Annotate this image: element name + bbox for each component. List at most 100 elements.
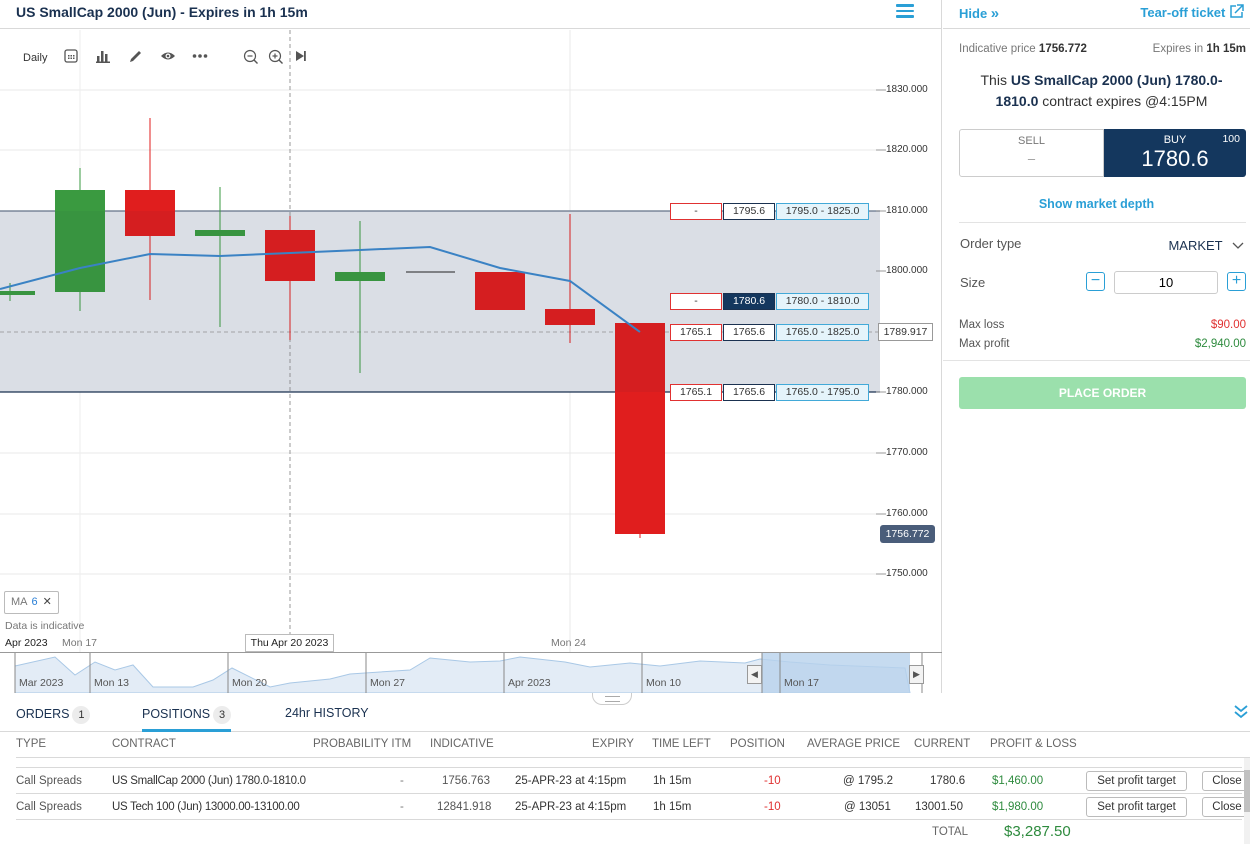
desc-post: contract expires @4:15PM [1042, 93, 1208, 109]
zoom-in-icon[interactable] [268, 49, 284, 65]
tab-orders[interactable]: ORDERS 1 [16, 706, 91, 732]
sell-buy-selector: SELL – BUY 1780.6 100 [959, 129, 1246, 177]
cell-contract: US SmallCap 2000 (Jun) 1780.0-1810.0 [112, 775, 306, 787]
sell-label: SELL [1018, 135, 1045, 147]
close-position-button[interactable]: Close [1202, 771, 1250, 791]
set-profit-target-button[interactable]: Set profit target [1086, 797, 1187, 817]
y-label: 1770.000 [886, 447, 928, 458]
x-label: Mon 24 [551, 637, 587, 649]
cell-average-price: @ 13051 [844, 801, 891, 813]
max-loss-row: Max loss $90.00 [959, 319, 1246, 331]
flag-buy[interactable]: 1765.6 [723, 324, 775, 341]
tab-24hr-history[interactable]: 24hr HISTORY [285, 706, 369, 732]
tab-label: ORDERS [16, 707, 70, 721]
flag-range[interactable]: 1765.0 - 1795.0 [776, 384, 869, 401]
positions-panel: ORDERS 1 POSITIONS 3 24hr HISTORY TYPE CON… [0, 700, 1250, 844]
expires-value: 1h 15m [1206, 43, 1246, 55]
total-label: TOTAL [932, 826, 968, 838]
collapse-panel-icon[interactable] [1234, 704, 1248, 723]
x-label-month: Apr 2023 [5, 637, 48, 649]
cell-probability: - [400, 775, 404, 787]
indicative-note: Data is indicative [5, 620, 85, 632]
skip-to-end-icon[interactable] [295, 49, 307, 63]
cell-expiry: 25-APR-23 at 4:15pm [515, 775, 627, 787]
size-increment-button[interactable]: + [1227, 272, 1246, 291]
flag-sell[interactable]: 1765.1 [670, 324, 722, 341]
more-icon[interactable] [192, 49, 208, 63]
flag-sell[interactable]: - [670, 293, 722, 310]
menu-icon[interactable] [896, 4, 914, 20]
close-icon[interactable]: ✕ [42, 596, 52, 608]
size-decrement-button[interactable]: − [1086, 272, 1105, 291]
bar-chart-icon[interactable] [96, 49, 110, 63]
buy-price: 1780.6 [1141, 146, 1209, 171]
max-profit-row: Max profit $2,940.00 [959, 338, 1246, 350]
cell-probability: - [400, 801, 404, 813]
flag-buy-selected[interactable]: 1780.6 [723, 293, 775, 310]
flag-range[interactable]: 1780.0 - 1810.0 [776, 293, 869, 310]
nav-label: Mon 20 [232, 677, 268, 689]
col-indicative: INDICATIVE [430, 738, 494, 750]
ma-line [0, 245, 641, 333]
double-chevron-right-icon: » [990, 5, 1000, 22]
cell-position: -10 [764, 801, 781, 813]
navigator-left-handle[interactable]: ◀ [747, 665, 762, 684]
table-row[interactable]: Call Spreads US Tech 100 (Jun) 13000.00-… [16, 794, 1250, 820]
tab-positions[interactable]: POSITIONS 3 [142, 706, 232, 732]
navigator-right-handle[interactable]: ▶ [909, 665, 924, 684]
flag-range[interactable]: 1795.0 - 1825.0 [776, 203, 869, 220]
close-position-button[interactable]: Close [1202, 797, 1250, 817]
size-label: Size [960, 275, 986, 290]
pencil-icon[interactable] [128, 49, 143, 64]
col-position: POSITION [730, 738, 785, 750]
zoom-out-icon[interactable] [243, 49, 259, 65]
external-link-icon [1230, 4, 1244, 18]
cell-pnl: $1,460.00 [992, 775, 1044, 787]
flag-buy[interactable]: 1765.6 [723, 384, 775, 401]
tear-off-ticket-button[interactable]: Tear-off ticket [1140, 4, 1244, 20]
eye-icon[interactable] [160, 49, 176, 63]
nav-label: Mon 10 [646, 677, 682, 689]
col-time-left: TIME LEFT [652, 738, 711, 750]
table-row-partial [16, 758, 1242, 768]
cell-time-left: 1h 15m [653, 801, 692, 813]
total-value: $3,287.50 [1004, 823, 1071, 840]
table-row[interactable]: Call Spreads US SmallCap 2000 (Jun) 1780… [16, 768, 1250, 794]
contract-description: This US SmallCap 2000 (Jun) 1780.0-1810.… [963, 70, 1240, 112]
expires-label: Expires in [1152, 43, 1204, 55]
panel-tabs: ORDERS 1 POSITIONS 3 24hr HISTORY [0, 700, 1250, 732]
hide-ticket-button[interactable]: Hide » [959, 5, 999, 22]
deal-ticket: Hide » Tear-off ticket Indicative price … [943, 0, 1250, 693]
chart-pane: US SmallCap 2000 (Jun) - Expires in 1h 1… [0, 0, 942, 693]
desc-pre: This [980, 72, 1007, 88]
nav-label: Mon 17 [784, 677, 820, 689]
flag-buy[interactable]: 1795.6 [723, 203, 775, 220]
show-market-depth-link[interactable]: Show market depth [1038, 197, 1155, 211]
max-profit-label: Max profit [959, 338, 1010, 350]
sell-button[interactable]: SELL – [959, 129, 1104, 177]
cell-time-left: 1h 15m [653, 775, 692, 787]
order-type-select[interactable]: MARKET [1168, 238, 1244, 253]
ma-indicator-chip[interactable]: MA 6 ✕ [4, 591, 59, 614]
cell-indicative: 1756.763 [442, 775, 490, 787]
size-input[interactable] [1114, 271, 1218, 294]
nav-label: Apr 2023 [508, 677, 551, 689]
y-label: 1830.000 [886, 84, 928, 95]
count-badge: 1 [72, 706, 91, 724]
interval-selector[interactable]: Daily [23, 52, 48, 64]
ma-period[interactable]: 6 [31, 596, 38, 608]
y-label: 1760.000 [886, 508, 928, 519]
place-order-button[interactable]: PLACE ORDER [959, 377, 1246, 409]
set-profit-target-button[interactable]: Set profit target [1086, 771, 1187, 791]
flag-sell[interactable]: 1765.1 [670, 384, 722, 401]
calendar-icon[interactable] [64, 49, 78, 63]
chart-navigator[interactable]: Mar 2023 Mon 13 Mon 20 Mon 27 Apr 2023 M… [0, 652, 942, 693]
tab-label: POSITIONS [142, 707, 211, 721]
buy-button[interactable]: BUY 1780.6 100 [1104, 129, 1246, 177]
max-loss-value: $90.00 [1210, 319, 1246, 331]
flag-range[interactable]: 1765.0 - 1825.0 [776, 324, 869, 341]
last-price-label: 1756.772 [880, 525, 935, 543]
crosshair-date-tooltip: Thu Apr 20 2023 [245, 634, 334, 652]
flag-sell[interactable]: - [670, 203, 722, 220]
vertical-scrollbar[interactable] [1244, 758, 1250, 844]
